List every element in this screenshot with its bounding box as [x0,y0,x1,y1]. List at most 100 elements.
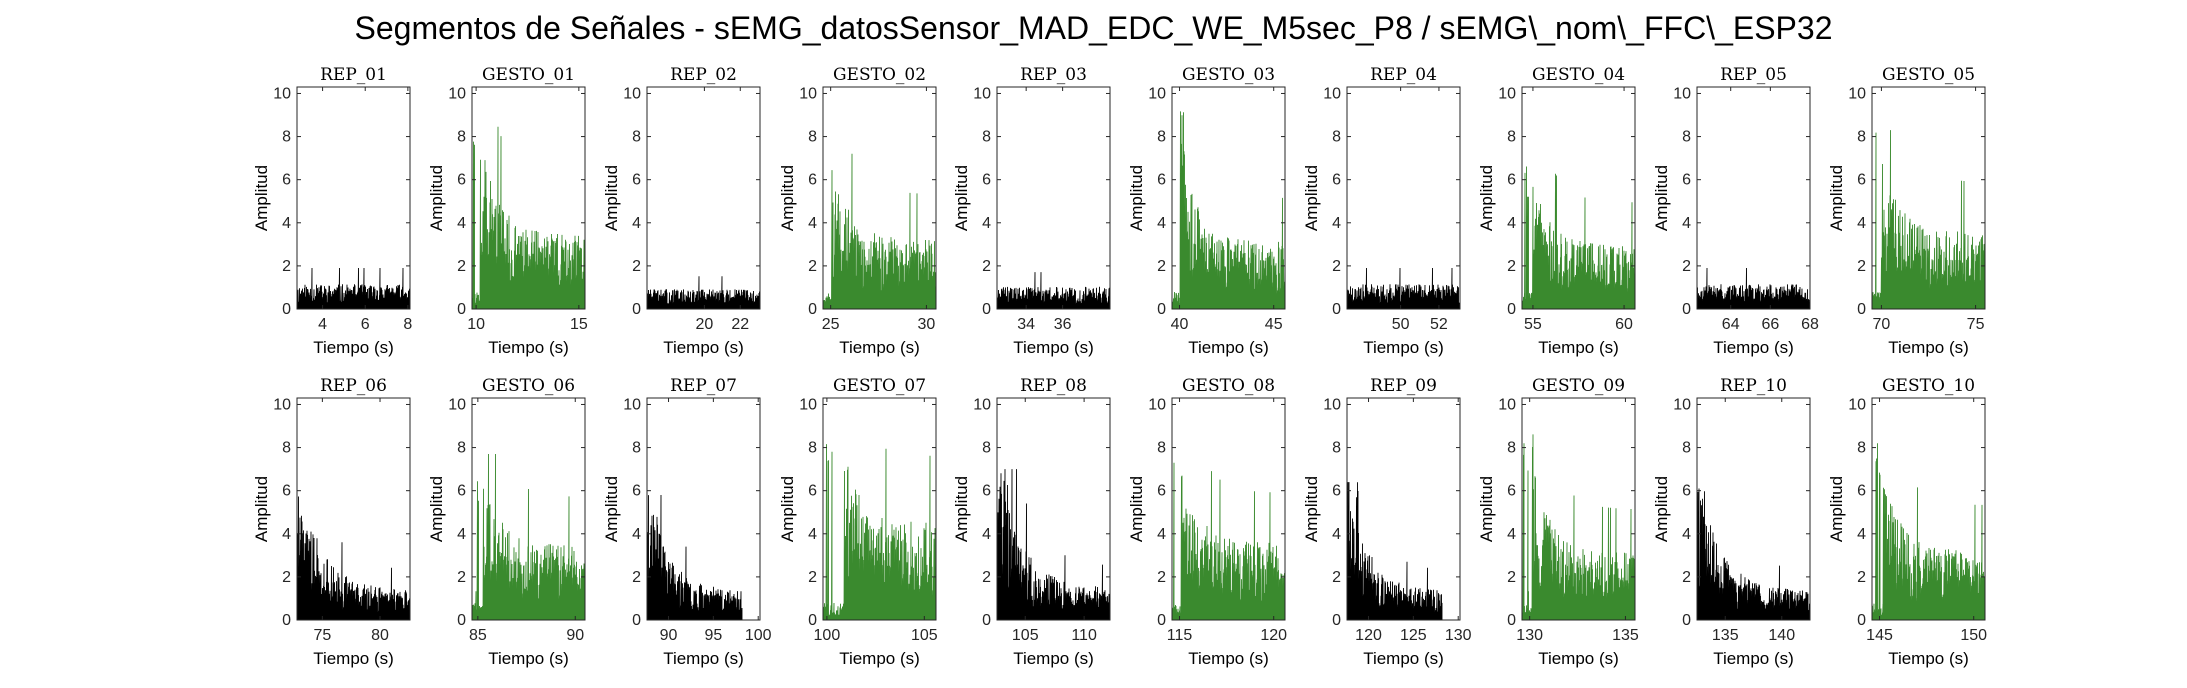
panel-gesto-03: 0 2 4 6 8 10 40 45 GESTO_03 Tiempo (s) Amplitud [1127,65,1286,357]
y-tick-label: 8 [1507,129,1516,146]
axes-box [1346,397,1461,621]
y-tick-label: 4 [1682,526,1691,543]
y-tick-label: 8 [1157,440,1166,457]
y-tick-label: 2 [982,569,991,586]
axes-box [1871,397,1986,621]
signal-trace [1171,462,1286,621]
y-axis-label: Amplitud [1127,476,1146,542]
y-tick-label: 8 [1332,129,1341,146]
y-axis-label: Amplitud [1477,165,1496,231]
signal-trace [996,469,1111,621]
y-tick-label: 10 [1498,396,1516,413]
x-tick-label: 36 [1054,316,1072,333]
y-tick-label: 2 [632,569,641,586]
panel-rep-02: 0 2 4 6 8 10 20 22 REP_02 Tiempo (s) Amplitud [602,65,761,357]
panel-gesto-04: 0 2 4 6 8 10 55 60 GESTO_04 Tiempo (s) Amplitud [1477,65,1636,357]
y-axis-label: Amplitud [1827,476,1846,542]
x-tick-label: 75 [313,627,331,644]
panel-rep-10: 0 2 4 6 8 10 135 140 REP_10 Tiempo (s) Amplitud [1652,376,1811,668]
axes-box [296,397,411,621]
panel-title: GESTO_03 [1182,65,1275,85]
x-axis-label: Tiempo (s) [1363,649,1444,668]
x-tick-label: 15 [570,316,588,333]
x-tick-label: 50 [1392,316,1410,333]
panel-title: GESTO_01 [482,65,575,85]
signal-trace [1346,267,1461,310]
x-axis-label: Tiempo (s) [663,338,744,357]
y-tick-label: 2 [1857,258,1866,275]
panel-title: GESTO_04 [1532,65,1625,85]
y-tick-label: 0 [1857,301,1866,318]
y-tick-label: 6 [457,483,466,500]
y-tick-label: 8 [1857,440,1866,457]
y-tick-label: 8 [808,129,817,146]
x-axis-label: Tiempo (s) [839,649,920,668]
signal-trace [1696,267,1811,310]
x-axis-label: Tiempo (s) [1188,338,1269,357]
y-axis-label: Amplitud [602,165,621,231]
y-tick-label: 0 [1682,301,1691,318]
x-axis-label: Tiempo (s) [1888,649,1969,668]
y-tick-label: 0 [1157,612,1166,629]
x-tick-label: 140 [1768,627,1795,644]
y-tick-label: 10 [799,85,817,102]
y-tick-label: 2 [1157,258,1166,275]
panel-gesto-06: 0 2 4 6 8 10 85 90 GESTO_06 Tiempo (s) Amplitud [427,376,586,668]
x-tick-label: 22 [731,316,749,333]
y-tick-label: 2 [808,569,817,586]
y-tick-label: 6 [282,483,291,500]
y-tick-label: 6 [1682,483,1691,500]
signal-trace [471,453,586,621]
x-tick-label: 115 [1167,627,1193,644]
panel-gesto-08: 0 2 4 6 8 10 115 120 GESTO_08 Tiempo (s) Amplitud [1127,376,1287,668]
axes-box [1171,397,1286,621]
x-tick-label: 105 [1012,627,1039,644]
y-tick-label: 10 [1323,85,1341,102]
y-tick-label: 6 [982,483,991,500]
signal-trace [1871,443,1986,621]
y-tick-label: 0 [1857,612,1866,629]
y-tick-label: 10 [448,396,466,413]
y-tick-label: 10 [1148,85,1166,102]
y-tick-label: 6 [1507,483,1516,500]
y-axis-label: Amplitud [427,165,446,231]
axes-box [296,86,411,310]
axes-box [471,86,586,310]
y-tick-label: 0 [1157,301,1166,318]
figure-title: Segmentos de Señales - sEMG_datosSensor_… [354,10,1833,46]
x-tick-label: 68 [1801,316,1819,333]
y-tick-label: 4 [1857,526,1866,543]
y-tick-label: 2 [1332,258,1341,275]
signal-trace [822,444,937,621]
y-tick-label: 8 [1857,129,1866,146]
x-axis-label: Tiempo (s) [1888,338,1969,357]
x-tick-label: 45 [1265,316,1283,333]
x-tick-label: 120 [1355,627,1382,644]
y-tick-label: 2 [1682,569,1691,586]
y-tick-label: 2 [982,258,991,275]
y-tick-label: 10 [799,396,817,413]
panel-title: GESTO_06 [482,376,575,396]
panel-title: GESTO_08 [1182,376,1275,396]
y-tick-label: 8 [632,440,641,457]
panel-title: REP_09 [1370,376,1437,396]
panel-rep-09: 0 2 4 6 8 10 120 125 130 REP_09 Tiempo (s) Amplitud [1302,376,1472,668]
x-axis-label: Tiempo (s) [488,338,569,357]
x-tick-label: 8 [403,316,412,333]
y-tick-label: 10 [1323,396,1341,413]
signal-trace [1871,130,1986,310]
y-tick-label: 4 [282,215,291,232]
axes-box [471,397,586,621]
y-tick-label: 0 [282,301,291,318]
y-tick-label: 2 [1332,569,1341,586]
signal-trace [1346,482,1443,621]
x-tick-label: 125 [1400,627,1427,644]
x-axis-label: Tiempo (s) [1713,338,1794,357]
y-tick-label: 0 [1507,301,1516,318]
panel-gesto-01: 0 2 4 6 8 10 10 15 GESTO_01 Tiempo (s) Amplitud [427,65,588,357]
y-tick-label: 4 [282,526,291,543]
y-tick-label: 10 [1848,85,1866,102]
axes-box [996,397,1111,621]
x-axis-label: Tiempo (s) [1363,338,1444,357]
